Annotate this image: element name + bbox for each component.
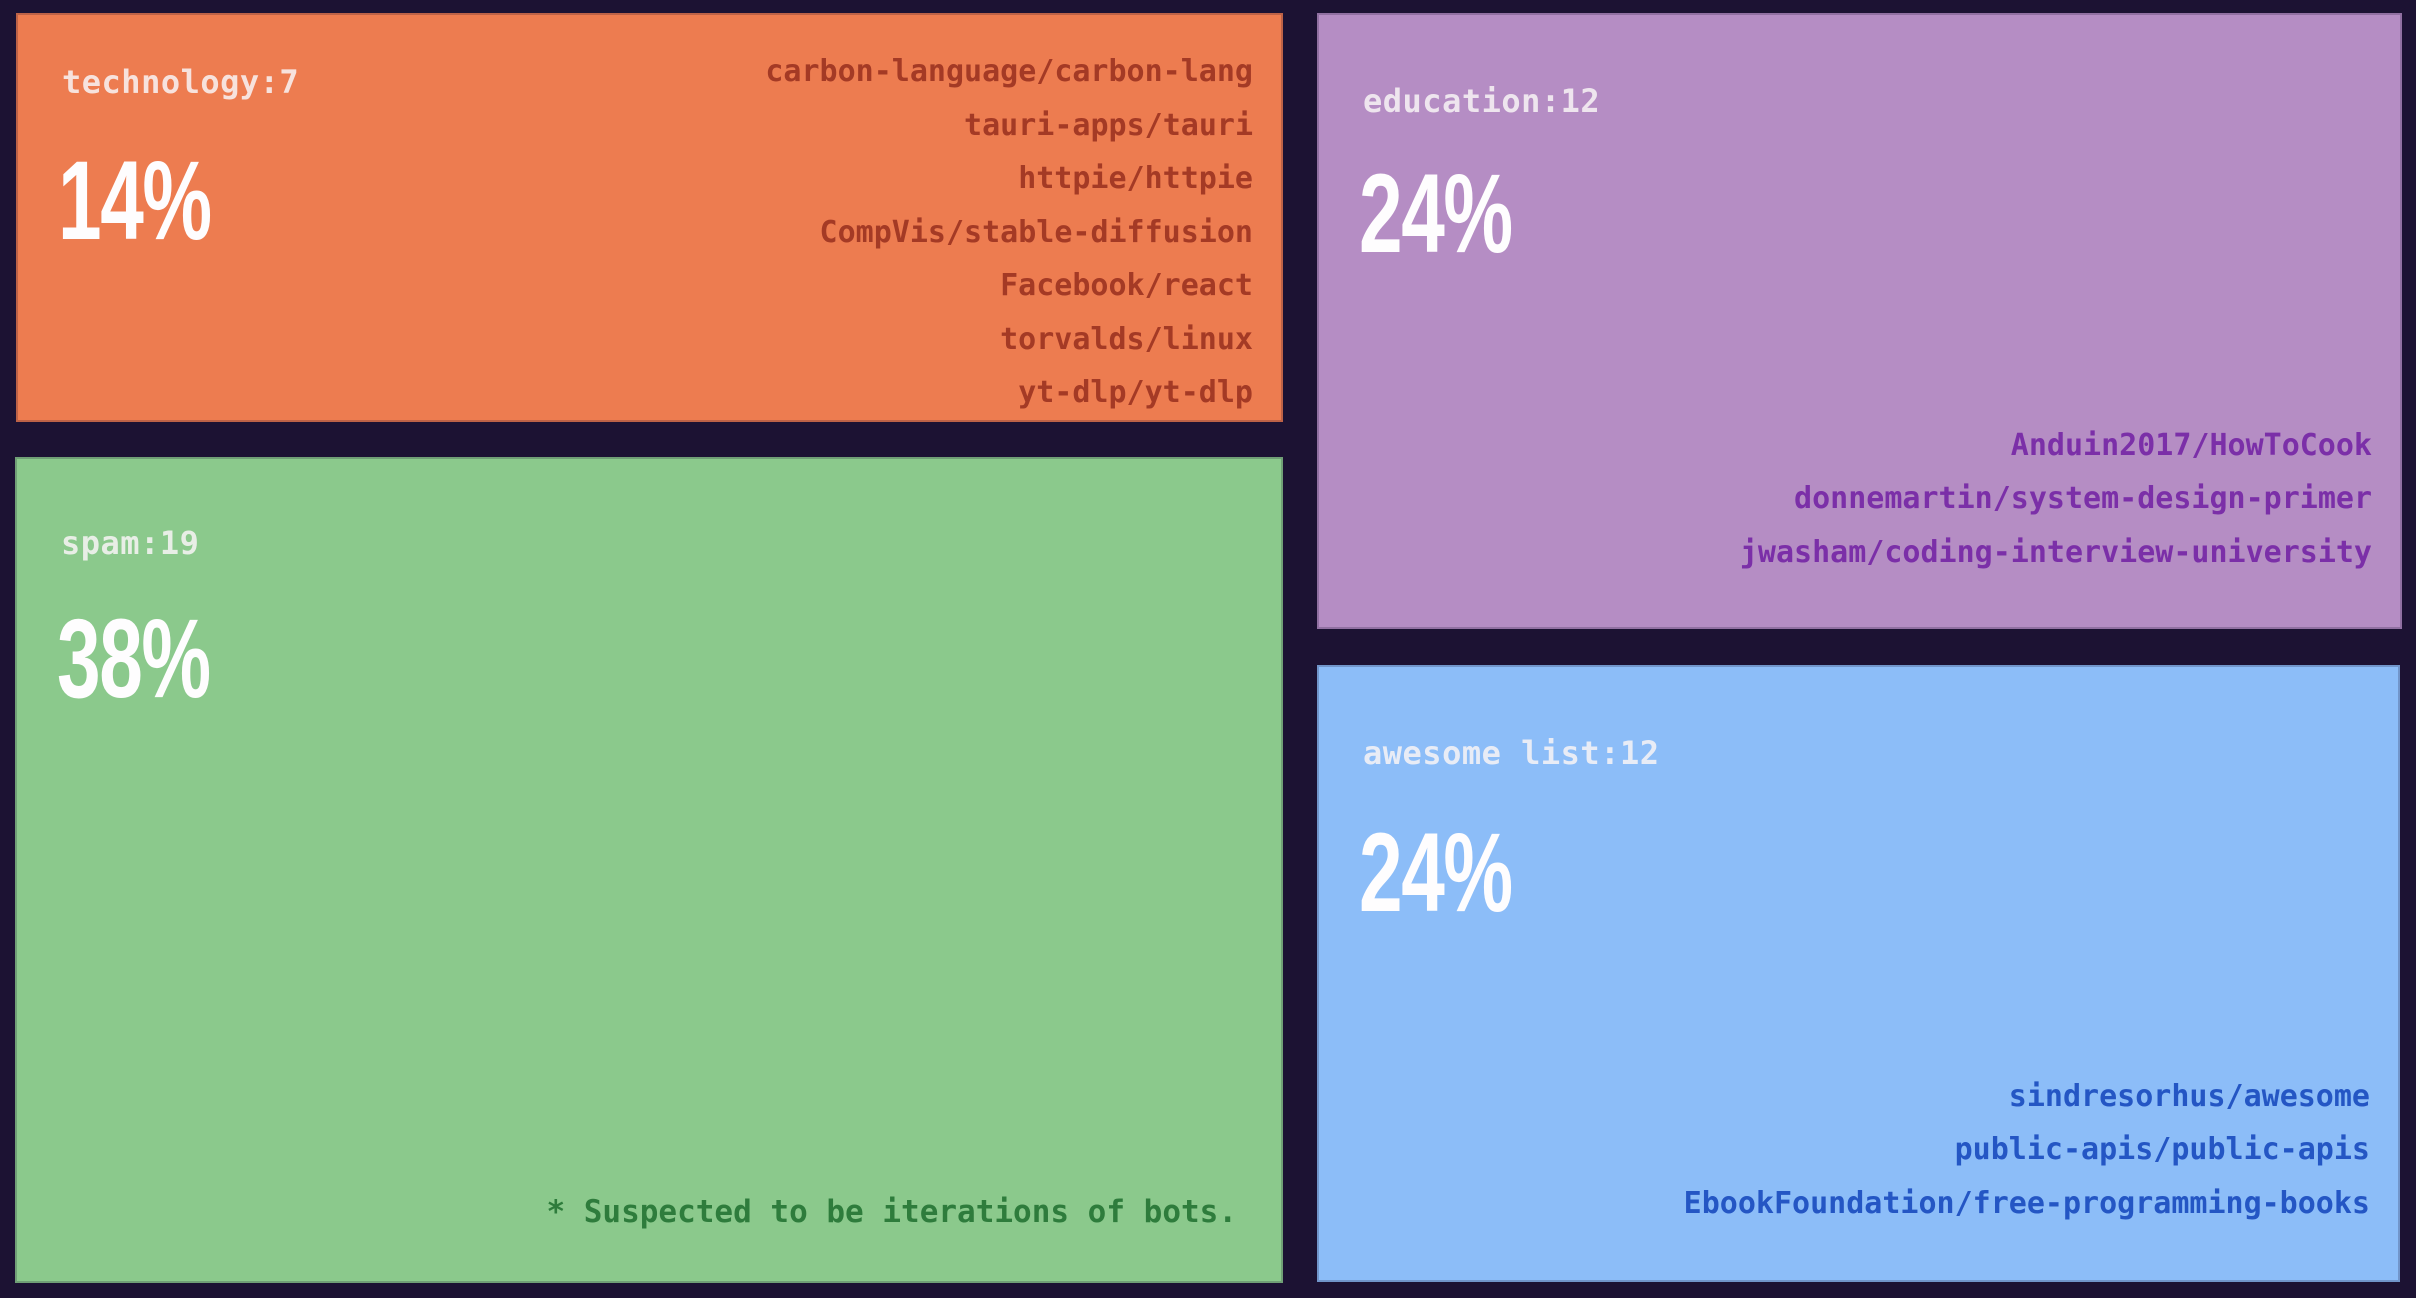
category-label-spam: spam:19 — [61, 524, 200, 562]
category-percent-spam: 38% — [57, 596, 211, 721]
repo-item: jwasham/coding-interview-university — [1739, 534, 2372, 570]
category-percent-awesome-list: 24% — [1359, 810, 1513, 935]
repo-item: CompVis/stable-diffusion — [819, 214, 1253, 250]
repo-item: yt-dlp/yt-dlp — [1018, 375, 1253, 410]
category-label-technology: technology:7 — [62, 63, 300, 101]
repo-item: tauri-apps/tauri — [964, 107, 1253, 143]
category-percent-technology: 14% — [58, 138, 212, 263]
repo-item: EbookFoundation/free-programming-books — [1683, 1185, 2370, 1221]
repo-item: Facebook/react — [1000, 268, 1253, 303]
treemap-block-technology[interactable]: technology:7 14% carbon-language/carbon-… — [16, 13, 1283, 422]
repo-list-education: Anduin2017/HowToCook donnemartin/system-d… — [1740, 419, 2372, 580]
repo-item: public-apis/public-apis — [1954, 1132, 2370, 1167]
repo-list-awesome-list: sindresorhus/awesome public-apis/public-a… — [1684, 1070, 2370, 1231]
category-label-education: education:12 — [1363, 82, 1601, 120]
category-label-awesome-list: awesome list:12 — [1363, 734, 1660, 772]
treemap-block-spam[interactable]: spam:19 38% * Suspected to be iterations… — [15, 457, 1283, 1283]
repo-item: httpie/httpie — [1018, 161, 1253, 196]
repo-item: carbon-language/carbon-lang — [765, 54, 1253, 89]
repo-list-technology: carbon-language/carbon-lang tauri-apps/ta… — [765, 45, 1253, 420]
treemap-block-education[interactable]: education:12 24% Anduin2017/HowToCook don… — [1317, 13, 2402, 629]
repo-item: Anduin2017/HowToCook — [2010, 427, 2372, 463]
category-percent-education: 24% — [1359, 151, 1513, 276]
repo-item: donnemartin/system-design-primer — [1794, 481, 2372, 516]
spam-bots-footnote: * Suspected to be iterations of bots. — [546, 1193, 1237, 1230]
repo-item: torvalds/linux — [1000, 321, 1253, 357]
treemap-block-awesome-list[interactable]: awesome list:12 24% sindresorhus/awesome… — [1317, 665, 2400, 1282]
repo-item: sindresorhus/awesome — [2008, 1078, 2370, 1114]
